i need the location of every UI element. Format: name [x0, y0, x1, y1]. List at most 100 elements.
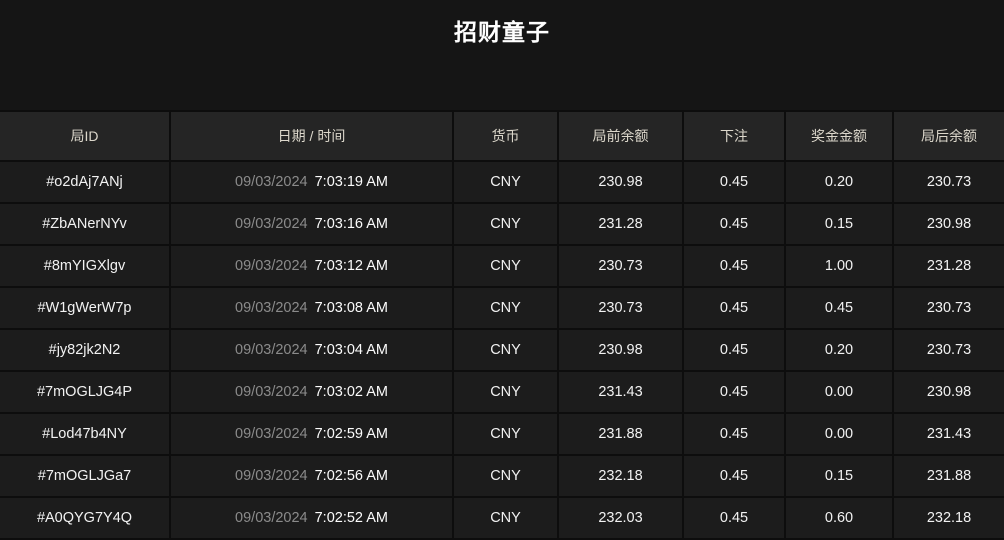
round-id-cell: #Lod47b4NY: [0, 412, 171, 456]
balance-after-cell: 231.43: [892, 412, 1004, 456]
balance-before-cell: 231.88: [557, 412, 684, 456]
round-id-cell: #A0QYG7Y4Q: [0, 496, 171, 540]
prize-cell: 0.15: [784, 202, 894, 246]
balance-before-cell: 232.18: [557, 454, 684, 498]
round-id-cell: #ZbANerNYv: [0, 202, 171, 246]
prize-cell: 0.60: [784, 496, 894, 540]
bet-cell: 0.45: [682, 370, 786, 414]
date-text: 09/03/2024: [235, 216, 308, 232]
table-row: #7mOGLJGa7 09/03/2024 7:02:56 AM CNY 232.…: [0, 454, 1004, 498]
bet-cell: 0.45: [682, 454, 786, 498]
column-header-balance-before: 局前余额: [557, 110, 684, 162]
page-title: 招财童子: [454, 19, 550, 45]
prize-cell: 0.00: [784, 370, 894, 414]
currency-cell: CNY: [452, 160, 559, 204]
datetime-cell: 09/03/2024 7:02:56 AM: [169, 454, 454, 498]
prize-cell: 0.45: [784, 286, 894, 330]
title-bar: 招财童子: [0, 0, 1004, 110]
prize-cell: 1.00: [784, 244, 894, 288]
date-text: 09/03/2024: [235, 258, 308, 274]
datetime-cell: 09/03/2024 7:03:19 AM: [169, 160, 454, 204]
time-text: 7:03:02 AM: [314, 384, 388, 400]
column-header-currency: 货币: [452, 110, 559, 162]
balance-before-cell: 232.03: [557, 496, 684, 540]
date-text: 09/03/2024: [235, 174, 308, 190]
date-text: 09/03/2024: [235, 468, 308, 484]
date-text: 09/03/2024: [235, 342, 308, 358]
currency-cell: CNY: [452, 496, 559, 540]
datetime-cell: 09/03/2024 7:03:16 AM: [169, 202, 454, 246]
date-text: 09/03/2024: [235, 426, 308, 442]
header-row: 局ID 日期 / 时间 货币 局前余额 下注 奖金金额 局后余额: [0, 110, 1004, 162]
balance-before-cell: 230.98: [557, 328, 684, 372]
table-row: #7mOGLJG4P 09/03/2024 7:03:02 AM CNY 231.…: [0, 370, 1004, 414]
datetime-cell: 09/03/2024 7:03:04 AM: [169, 328, 454, 372]
prize-cell: 0.20: [784, 160, 894, 204]
currency-cell: CNY: [452, 412, 559, 456]
round-id-cell: #7mOGLJGa7: [0, 454, 171, 498]
time-text: 7:02:52 AM: [314, 510, 388, 526]
column-header-balance-after: 局后余额: [892, 110, 1004, 162]
game-history-table: 局ID 日期 / 时间 货币 局前余额 下注 奖金金额 局后余额 #o2dAj7…: [0, 110, 1004, 540]
prize-cell: 0.00: [784, 412, 894, 456]
datetime-cell: 09/03/2024 7:03:08 AM: [169, 286, 454, 330]
bet-cell: 0.45: [682, 328, 786, 372]
time-text: 7:03:19 AM: [314, 174, 388, 190]
balance-after-cell: 232.18: [892, 496, 1004, 540]
time-text: 7:03:04 AM: [314, 342, 388, 358]
balance-before-cell: 231.43: [557, 370, 684, 414]
table-body: #o2dAj7ANj 09/03/2024 7:03:19 AM CNY 230.…: [0, 160, 1004, 540]
balance-after-cell: 231.88: [892, 454, 1004, 498]
column-header-prize: 奖金金额: [784, 110, 894, 162]
table-row: #ZbANerNYv 09/03/2024 7:03:16 AM CNY 231.…: [0, 202, 1004, 246]
datetime-cell: 09/03/2024 7:02:52 AM: [169, 496, 454, 540]
currency-cell: CNY: [452, 328, 559, 372]
balance-after-cell: 230.73: [892, 286, 1004, 330]
bet-cell: 0.45: [682, 160, 786, 204]
column-header-round-id: 局ID: [0, 110, 171, 162]
table-row: #W1gWerW7p 09/03/2024 7:03:08 AM CNY 230.…: [0, 286, 1004, 330]
date-text: 09/03/2024: [235, 300, 308, 316]
table-row: #o2dAj7ANj 09/03/2024 7:03:19 AM CNY 230.…: [0, 160, 1004, 204]
currency-cell: CNY: [452, 454, 559, 498]
bet-cell: 0.45: [682, 202, 786, 246]
time-text: 7:02:56 AM: [314, 468, 388, 484]
balance-before-cell: 231.28: [557, 202, 684, 246]
time-text: 7:02:59 AM: [314, 426, 388, 442]
column-header-bet: 下注: [682, 110, 786, 162]
balance-before-cell: 230.98: [557, 160, 684, 204]
balance-after-cell: 230.73: [892, 328, 1004, 372]
time-text: 7:03:12 AM: [314, 258, 388, 274]
column-header-datetime: 日期 / 时间: [169, 110, 454, 162]
table-header: 局ID 日期 / 时间 货币 局前余额 下注 奖金金额 局后余额: [0, 110, 1004, 162]
date-text: 09/03/2024: [235, 384, 308, 400]
table-row: #Lod47b4NY 09/03/2024 7:02:59 AM CNY 231.…: [0, 412, 1004, 456]
bet-cell: 0.45: [682, 244, 786, 288]
round-id-cell: #8mYIGXlgv: [0, 244, 171, 288]
bet-cell: 0.45: [682, 412, 786, 456]
table-row: #8mYIGXlgv 09/03/2024 7:03:12 AM CNY 230.…: [0, 244, 1004, 288]
balance-after-cell: 230.73: [892, 160, 1004, 204]
round-id-cell: #jy82jk2N2: [0, 328, 171, 372]
balance-after-cell: 230.98: [892, 202, 1004, 246]
bet-cell: 0.45: [682, 286, 786, 330]
balance-after-cell: 230.98: [892, 370, 1004, 414]
datetime-cell: 09/03/2024 7:03:12 AM: [169, 244, 454, 288]
date-text: 09/03/2024: [235, 510, 308, 526]
table-row: #jy82jk2N2 09/03/2024 7:03:04 AM CNY 230.…: [0, 328, 1004, 372]
datetime-cell: 09/03/2024 7:02:59 AM: [169, 412, 454, 456]
prize-cell: 0.20: [784, 328, 894, 372]
datetime-cell: 09/03/2024 7:03:02 AM: [169, 370, 454, 414]
round-id-cell: #o2dAj7ANj: [0, 160, 171, 204]
prize-cell: 0.15: [784, 454, 894, 498]
balance-after-cell: 231.28: [892, 244, 1004, 288]
time-text: 7:03:08 AM: [314, 300, 388, 316]
round-id-cell: #W1gWerW7p: [0, 286, 171, 330]
table-row: #A0QYG7Y4Q 09/03/2024 7:02:52 AM CNY 232.…: [0, 496, 1004, 540]
round-id-cell: #7mOGLJG4P: [0, 370, 171, 414]
currency-cell: CNY: [452, 370, 559, 414]
currency-cell: CNY: [452, 286, 559, 330]
balance-before-cell: 230.73: [557, 244, 684, 288]
currency-cell: CNY: [452, 202, 559, 246]
balance-before-cell: 230.73: [557, 286, 684, 330]
